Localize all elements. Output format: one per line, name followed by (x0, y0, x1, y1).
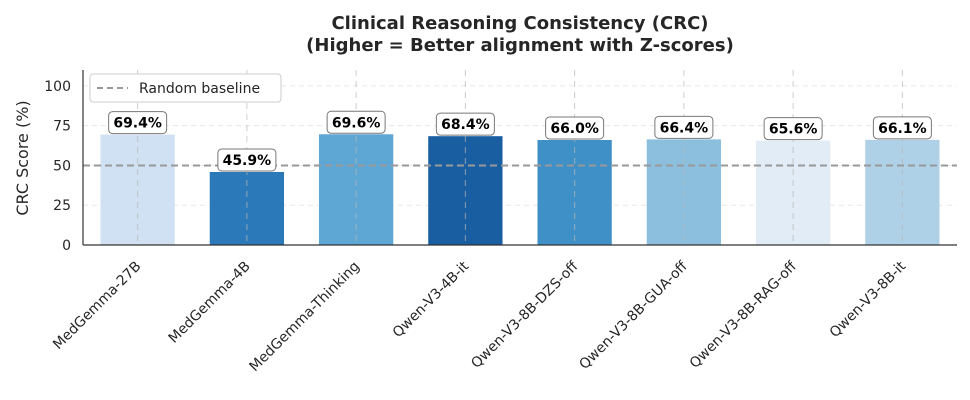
x-tick-label: MedGemma-27B (50, 259, 144, 353)
y-tick-label: 25 (53, 198, 71, 214)
plot-area: 0 25 50 75 100 MedGemma-27B MedGemma-4BMedGemm… (44, 70, 957, 375)
y-tick-label: 0 (62, 238, 71, 254)
x-tick-label: Qwen-V3-8B-GUA-off (576, 258, 691, 373)
x-tick-label: Qwen-V3-8B-DZS-off (468, 258, 581, 371)
data-label-box (326, 110, 386, 134)
legend-baseline-label: Random baseline (139, 81, 260, 97)
legend-box (89, 73, 282, 103)
data-label: 66.0% (550, 121, 599, 137)
data-label: 65.6% (769, 122, 818, 138)
chart-title-line-2: (Higher = Better alignment with Z-scores… (306, 35, 734, 56)
data-label: 68.4% (441, 117, 490, 133)
chart-title-line-1: Clinical Reasoning Consistency (CRC) (331, 13, 708, 34)
data-label-box (435, 112, 495, 136)
x-tick-label: MedGemma-4B (166, 259, 254, 347)
data-label: 66.1% (878, 121, 927, 137)
legend: Random baseline (89, 73, 282, 103)
y-tick-label: 75 (53, 119, 71, 135)
x-tick-label: Qwen-V3-8B-it (827, 258, 910, 341)
data-label-box (872, 116, 932, 140)
data-label-box (654, 115, 714, 139)
data-label-box (217, 148, 277, 172)
y-tick-label: 100 (44, 79, 71, 95)
x-tick-label: MedGemma-Thinking (247, 259, 363, 375)
y-tick-label: 50 (53, 158, 71, 174)
x-tick-label: Qwen-V3-8B-RAG-off (687, 258, 800, 371)
data-label: 69.6% (332, 115, 381, 131)
data-label-box (763, 117, 823, 141)
data-label: 66.4% (660, 120, 709, 136)
x-tick-label: Qwen-V3-4B-it (390, 258, 473, 341)
data-label: 45.9% (223, 153, 272, 169)
data-label-box (545, 116, 605, 140)
data-label-box (108, 111, 168, 135)
y-axis-label: CRC Score (%) (13, 100, 32, 215)
data-label: 69.4% (113, 116, 162, 132)
